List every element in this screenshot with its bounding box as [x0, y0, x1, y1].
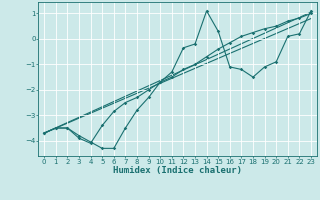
X-axis label: Humidex (Indice chaleur): Humidex (Indice chaleur): [113, 166, 242, 175]
